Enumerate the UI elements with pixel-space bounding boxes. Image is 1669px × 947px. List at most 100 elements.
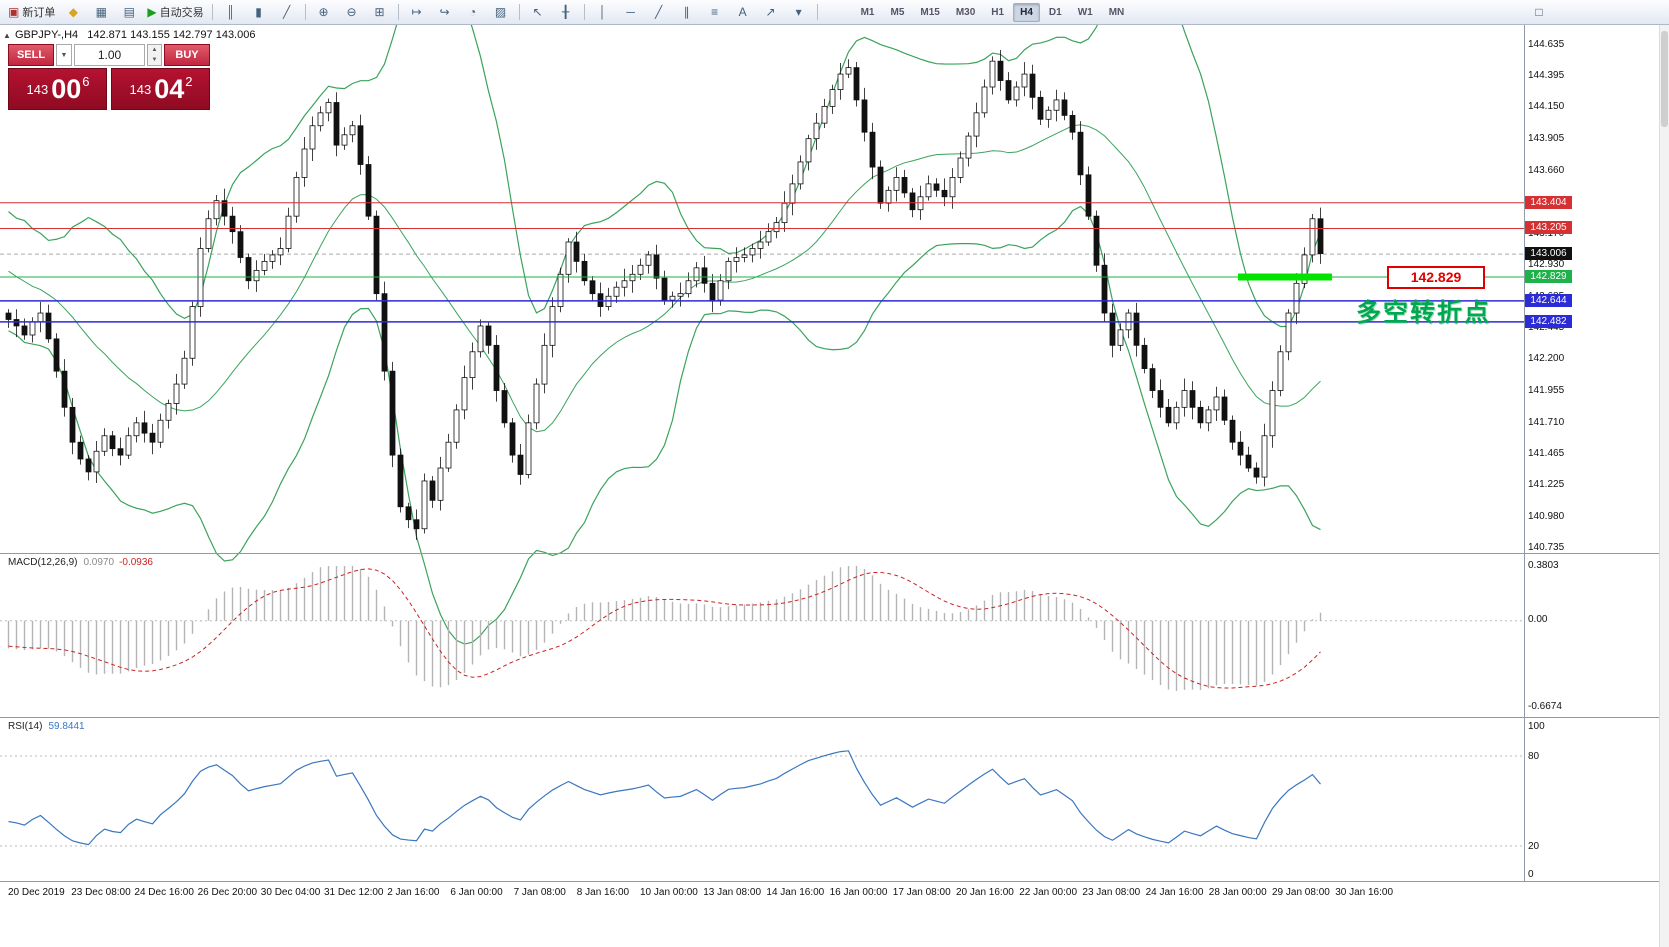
horizontal-line-tool-button[interactable]: ─ xyxy=(617,1,645,23)
period-dropdown-button[interactable]: ◔ xyxy=(459,1,487,23)
time-axis-label: 22 Jan 00:00 xyxy=(1019,887,1078,898)
timeframe-m30-button[interactable]: M30 xyxy=(955,6,976,18)
arrows-tool-button[interactable]: ↗ xyxy=(757,1,785,23)
market-watch-button[interactable]: ▤ xyxy=(115,1,143,23)
annotation-text[interactable]: 多空转折点 xyxy=(1356,299,1492,327)
macd-name: MACD(12,26,9) xyxy=(8,557,78,568)
cursor-icon: ↖ xyxy=(532,5,543,19)
timeframe-h4-button[interactable]: H4 xyxy=(1013,2,1040,22)
rsi-line xyxy=(8,750,1321,846)
cursor-tool-button[interactable]: ↖ xyxy=(524,1,552,23)
timeframe-w1-button[interactable]: W1 xyxy=(1077,6,1093,18)
sell-price-sup: 6 xyxy=(82,73,90,89)
price-scale-label: 140.735 xyxy=(1528,542,1565,554)
autotrading-button[interactable]: ▶ 自动交易 xyxy=(143,1,207,23)
current-price-badge: 143.006 xyxy=(1525,247,1572,261)
vertical-scrollbar[interactable] xyxy=(1659,25,1669,947)
price-badge-143205: 143.205 xyxy=(1525,221,1572,235)
rsi-value: 59.8441 xyxy=(48,721,85,732)
trendline-tool-button[interactable]: ╱ xyxy=(645,1,673,23)
bar-chart-mode-button[interactable]: ║ xyxy=(217,1,245,23)
new-order-icon: ▣ xyxy=(8,5,20,19)
panel-separator[interactable] xyxy=(0,881,1669,882)
price-tag-142829[interactable]: 142.829 xyxy=(1387,266,1485,289)
buy-price-button[interactable]: 143 04 2 xyxy=(111,68,210,110)
sell-button[interactable]: SELL xyxy=(8,44,54,66)
time-axis-label: 17 Jan 08:00 xyxy=(892,887,951,898)
new-order-button[interactable]: ▣ 新订单 xyxy=(4,1,59,23)
time-axis[interactable] xyxy=(0,882,1669,912)
arrows-icon: ↗ xyxy=(765,5,776,19)
text-tool-button[interactable]: A xyxy=(729,1,757,23)
timeframe-d1-button[interactable]: D1 xyxy=(1048,6,1062,18)
line-chart-mode-button[interactable]: ╱ xyxy=(273,1,301,23)
sell-price-prefix: 143 xyxy=(26,81,49,97)
vertical-line-tool-button[interactable]: │ xyxy=(589,1,617,23)
collapse-panel-icon[interactable]: ▲ xyxy=(3,31,11,40)
ohlc-values-label: 142.871 143.155 142.797 143.006 xyxy=(87,29,256,41)
scrollbar-thumb[interactable] xyxy=(1661,31,1668,127)
lot-increase-button[interactable]: ▲ xyxy=(151,47,158,53)
templates-button[interactable]: ▨ xyxy=(487,1,515,23)
timeframe-m5-button[interactable]: M5 xyxy=(890,6,905,18)
zoom-in-icon: ⊕ xyxy=(318,5,329,19)
price-scale-label: 142.930 xyxy=(1528,258,1565,270)
hline-icon: ─ xyxy=(626,5,635,19)
autoscroll-icon: ↦ xyxy=(411,5,422,19)
highlight-zone[interactable] xyxy=(1238,273,1332,281)
auto-scroll-button[interactable]: ↦ xyxy=(403,1,431,23)
charts-profile-button[interactable]: ▦ xyxy=(87,1,115,23)
shapes-dropdown-button[interactable]: ▾ xyxy=(785,1,813,23)
window-button[interactable]: □ xyxy=(1525,1,1553,23)
buy-button[interactable]: BUY xyxy=(164,44,210,66)
crosshair-tool-button[interactable]: ╂ xyxy=(552,1,580,23)
zoom-out-button[interactable]: ⊖ xyxy=(338,1,366,23)
tile-windows-button[interactable]: ⊞ xyxy=(366,1,394,23)
time-axis-label: 13 Jan 08:00 xyxy=(703,887,762,898)
time-axis-label: 26 Dec 20:00 xyxy=(197,887,258,898)
time-axis-label: 16 Jan 00:00 xyxy=(829,887,888,898)
time-axis-label: 30 Dec 04:00 xyxy=(260,887,321,898)
time-axis-label: 14 Jan 16:00 xyxy=(766,887,825,898)
macd-scale-zero: 0.00 xyxy=(1528,614,1548,625)
vline-icon: │ xyxy=(598,5,607,19)
candlestick-series xyxy=(5,50,1324,540)
fibonacci-tool-button[interactable]: ≡ xyxy=(701,1,729,23)
rsi-indicator-label: RSI(14) 59.8441 xyxy=(8,721,85,732)
time-axis-label: 10 Jan 00:00 xyxy=(640,887,698,898)
chart-shift-button[interactable]: ↪ xyxy=(431,1,459,23)
timeframe-h1-button[interactable]: H1 xyxy=(991,6,1005,18)
panel-separator[interactable] xyxy=(0,553,1669,554)
rsi-scale-label: 0 xyxy=(1528,869,1534,880)
candle-chart-mode-button[interactable]: ▮ xyxy=(245,1,273,23)
mql5-button[interactable]: ◆ xyxy=(59,1,87,23)
time-axis-label: 31 Dec 12:00 xyxy=(324,887,384,898)
timeframe-m15-button[interactable]: M15 xyxy=(920,6,940,18)
sell-price-button[interactable]: 143 00 6 xyxy=(8,68,107,110)
lot-dropdown-button[interactable]: ▼ xyxy=(56,44,72,66)
timeframe-m1-button[interactable]: M1 xyxy=(860,6,875,18)
channel-tool-button[interactable]: ∥ xyxy=(673,1,701,23)
timeframe-mn-button[interactable]: MN xyxy=(1108,6,1125,18)
time-axis-label: 23 Dec 08:00 xyxy=(71,887,131,898)
lot-decrease-button[interactable]: ▼ xyxy=(151,57,158,63)
line-icon: ╱ xyxy=(282,5,291,19)
price-scale-label: 143.660 xyxy=(1528,164,1565,176)
macd-signal-line xyxy=(8,568,1321,689)
toolbar-separator xyxy=(518,4,520,20)
window-icon: □ xyxy=(1535,5,1543,19)
buy-price-prefix: 143 xyxy=(129,81,152,97)
panel-separator[interactable] xyxy=(0,717,1669,718)
autotrading-label: 自动交易 xyxy=(159,7,204,19)
time-axis-label: 30 Jan 16:00 xyxy=(1335,887,1394,898)
time-axis-label: 24 Dec 16:00 xyxy=(134,887,194,898)
price-scale-label: 143.905 xyxy=(1528,133,1565,145)
lot-size-input[interactable]: 1.00 xyxy=(74,44,145,66)
buy-price-big: 04 xyxy=(154,73,185,104)
price-scale-label: 141.225 xyxy=(1528,479,1565,491)
price-scale-label: 142.200 xyxy=(1528,353,1565,365)
price-scale-label: 144.150 xyxy=(1528,101,1565,113)
zoom-in-button[interactable]: ⊕ xyxy=(310,1,338,23)
sell-price-big: 00 xyxy=(51,73,82,104)
